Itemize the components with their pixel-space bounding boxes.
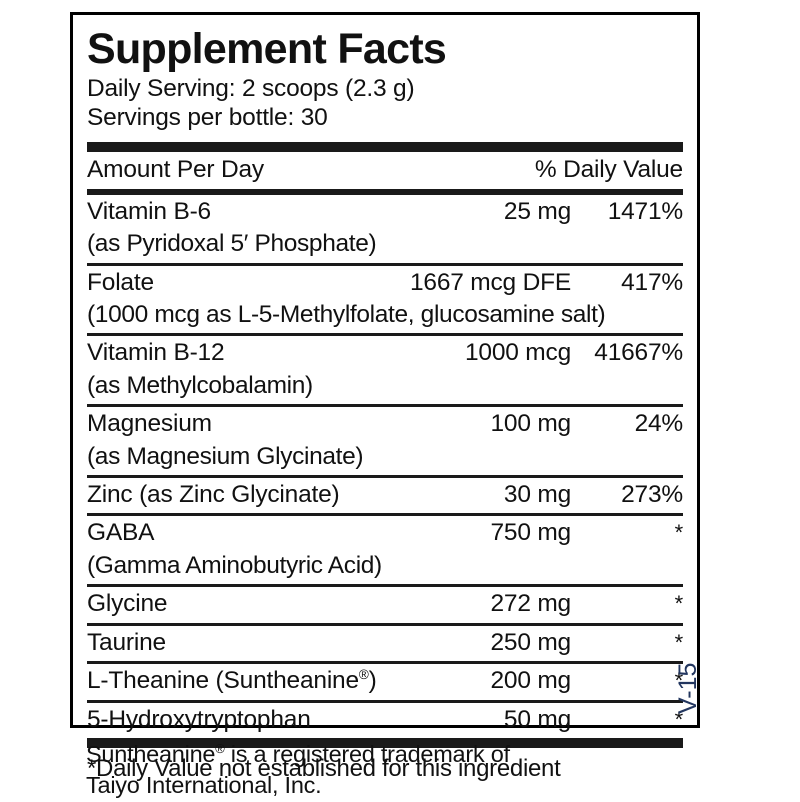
nutrient-name: Zinc (as Zinc Glycinate)	[87, 481, 340, 509]
table-row: Folate 1667 mcg DFE 417%	[87, 266, 683, 301]
supplement-facts-panel: Supplement Facts Daily Serving: 2 scoops…	[70, 12, 700, 782]
nutrient-source: (1000 mcg as L-5-Methylfolate, glucosami…	[87, 301, 606, 329]
row-divider	[87, 333, 683, 337]
nutrient-daily-value: 273%	[621, 481, 683, 509]
nutrient-name: 5-Hydroxytryptophan	[87, 705, 311, 733]
trademark-note: Suntheanine® is a registered trademark o…	[86, 739, 510, 802]
column-header-daily-value: % Daily Value	[534, 155, 683, 183]
table-row: Vitamin B-6 25 mg 1471%	[87, 195, 683, 230]
divider-thick-top	[87, 141, 683, 152]
nutrient-amount: 272 mg	[490, 590, 571, 618]
nutrient-daily-value: *	[674, 668, 684, 694]
page-title: Supplement Facts	[87, 25, 447, 73]
column-headers: Amount Per Day % Daily Value	[87, 152, 683, 189]
panel-inner: Supplement Facts Daily Serving: 2 scoops…	[73, 15, 697, 782]
table-row: Magnesium 100 mg 24%	[87, 407, 683, 442]
nutrient-amount: 200 mg	[490, 667, 571, 695]
nutrient-daily-value: 1471%	[607, 197, 683, 225]
nutrient-name: Folate	[87, 268, 154, 296]
nutrient-name: Magnesium	[87, 410, 212, 438]
row-divider	[87, 661, 683, 665]
nutrient-daily-value: *	[674, 520, 684, 546]
nutrient-name: Taurine	[87, 628, 166, 656]
row-divider	[87, 584, 683, 588]
nutrient-amount: 1000 mcg	[465, 339, 571, 367]
nutrient-daily-value: 24%	[634, 410, 684, 438]
nutrient-source: (as Magnesium Glycinate)	[87, 442, 364, 470]
table-row: Vitamin B-12 1000 mcg 41667%	[87, 336, 683, 371]
nutrient-daily-value: 41667%	[594, 339, 683, 367]
row-divider	[87, 622, 683, 626]
table-row: Glycine 272 mg *	[87, 587, 683, 622]
row-divider	[87, 404, 683, 408]
nutrient-daily-value: *	[674, 591, 684, 617]
nutrient-amount: 30 mg	[503, 481, 571, 509]
row-divider	[87, 699, 683, 703]
table-row: 5-Hydroxytryptophan 50 mg *	[87, 703, 683, 738]
row-divider	[87, 262, 683, 266]
table-row: Zinc (as Zinc Glycinate) 30 mg 273%	[87, 478, 683, 513]
nutrient-source: (as Pyridoxal 5′ Phosphate)	[87, 230, 377, 258]
nutrient-amount: 750 mg	[490, 519, 571, 547]
row-divider	[87, 513, 683, 517]
nutrient-daily-value: *	[674, 629, 684, 655]
nutrient-amount: 50 mg	[503, 705, 571, 733]
divider-medium-header	[87, 188, 683, 195]
nutrient-name: L-Theanine (Suntheanine®)	[87, 666, 377, 695]
side-code-label: V-15	[674, 662, 702, 714]
nutrient-name: Glycine	[87, 590, 168, 618]
nutrient-name: Vitamin B-6	[87, 197, 211, 225]
daily-serving-text: Daily Serving: 2 scoops (2.3 g)	[87, 75, 415, 102]
nutrient-amount: 1667 mcg DFE	[409, 268, 571, 296]
row-divider	[87, 475, 683, 479]
footnote-text: *Daily Value not established for this in…	[87, 754, 561, 782]
nutrient-amount: 100 mg	[490, 410, 571, 438]
nutrient-daily-value: 417%	[621, 268, 683, 296]
nutrient-source: (Gamma Aminobutyric Acid)	[87, 551, 382, 579]
nutrient-amount: 250 mg	[490, 628, 571, 656]
nutrient-source: (as Methylcobalamin)	[87, 371, 313, 399]
table-row: GABA 750 mg *	[87, 516, 683, 551]
table-row: Taurine 250 mg *	[87, 626, 683, 661]
nutrient-daily-value: *	[674, 706, 684, 732]
servings-per-bottle-text: Servings per bottle: 30	[87, 103, 328, 131]
nutrient-rows: Vitamin B-6 25 mg 1471% (as Pyridoxal 5′ Ph…	[87, 195, 683, 738]
column-header-amount: Amount Per Day	[87, 155, 264, 183]
nutrient-amount: 25 mg	[503, 197, 571, 225]
nutrient-name: Vitamin B-12	[87, 339, 225, 367]
trademark-line-1: Suntheanine® is a registered trademark o…	[86, 741, 510, 767]
trademark-line-2: Taiyo International, Inc.	[86, 772, 322, 799]
table-row: L-Theanine (Suntheanine®) 200 mg *	[87, 664, 683, 699]
divider-thick-footer	[87, 737, 683, 748]
nutrient-name: GABA	[87, 519, 155, 547]
